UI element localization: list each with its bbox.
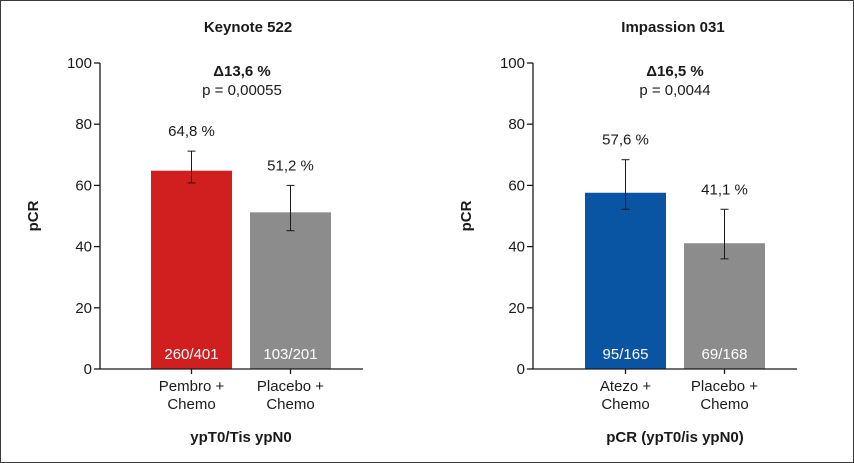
chart2-y-tick-label-40: 40 — [508, 239, 525, 256]
chart1-y-tick-label-40: 40 — [75, 239, 92, 256]
chart2-y-tick-label-20: 20 — [508, 300, 525, 317]
chart2-value-label-2: 41,1 % — [701, 181, 748, 198]
chart2-bar-2 — [684, 243, 765, 369]
chart1-y-tick-label-0: 0 — [84, 361, 92, 378]
chart2-y-tick-label-60: 60 — [508, 177, 525, 194]
chart1-bar-2 — [250, 212, 331, 369]
chart2-n-label-2: 69/168 — [702, 346, 748, 363]
chart2-bar-1 — [585, 192, 666, 369]
chart2-y-tick-label-0: 0 — [517, 361, 525, 378]
chart2-y-tick-label-100: 100 — [500, 55, 525, 72]
chart1-n-label-2: 103/201 — [263, 346, 317, 363]
chart2-x-axis-label: pCR (ypT0/is ypN0) — [606, 429, 744, 446]
chart1-value-label-1: 64,8 % — [168, 123, 215, 140]
chart1-title: Keynote 522 — [204, 19, 292, 36]
chart1-p-value-annotation: p = 0,00055 — [202, 82, 282, 99]
chart1-y-tick-label-80: 80 — [75, 116, 92, 133]
chart2-p-value-annotation: p = 0,0044 — [639, 82, 710, 99]
chart2-category-label-1-line-1: Atezo + — [600, 378, 652, 395]
chart1-category-label-1-line-2: Chemo — [167, 396, 215, 413]
chart1-category-label-2-line-1: Placebo + — [257, 378, 324, 395]
chart1-y-axis-label: pCR — [25, 200, 42, 231]
chart1-x-axis-label: ypT0/Tis ypN0 — [190, 429, 291, 446]
chart2-category-label-2-line-1: Placebo + — [691, 378, 758, 395]
chart2-title: Impassion 031 — [621, 19, 724, 36]
chart1-y-tick-label-60: 60 — [75, 177, 92, 194]
chart2-category-label-2-line-2: Chemo — [700, 396, 748, 413]
chart1-n-label-1: 260/401 — [164, 346, 218, 363]
chart2-delta-annotation: Δ16,5 % — [646, 63, 703, 80]
chart2-n-label-1: 95/165 — [603, 346, 649, 363]
chart1-bar-1 — [151, 170, 232, 369]
chart2-y-axis-label: pCR — [458, 200, 475, 231]
chart1-delta-annotation: Δ13,6 % — [213, 63, 270, 80]
chart1-y-tick-label-20: 20 — [75, 300, 92, 317]
chart1-category-label-1-line-1: Pembro + — [159, 378, 225, 395]
chart2-y-tick-label-80: 80 — [508, 116, 525, 133]
chart1-value-label-2: 51,2 % — [267, 157, 314, 174]
chart1-category-label-2-line-2: Chemo — [266, 396, 314, 413]
chart2-category-label-1-line-2: Chemo — [601, 396, 649, 413]
chart1-y-tick-label-100: 100 — [67, 55, 92, 72]
chart2-value-label-1: 57,6 % — [602, 132, 649, 149]
